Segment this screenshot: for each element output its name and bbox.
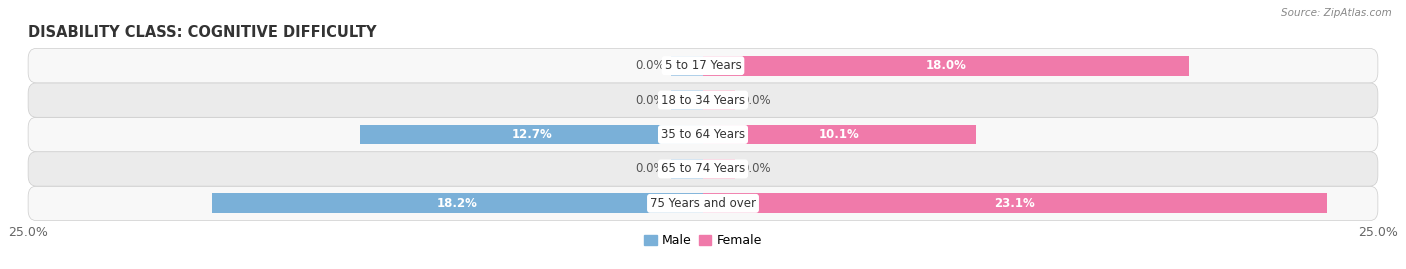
- Text: 18.2%: 18.2%: [437, 197, 478, 210]
- Text: 65 to 74 Years: 65 to 74 Years: [661, 162, 745, 175]
- Text: 0.0%: 0.0%: [636, 59, 665, 72]
- Text: 5 to 17 Years: 5 to 17 Years: [665, 59, 741, 72]
- Text: 75 Years and over: 75 Years and over: [650, 197, 756, 210]
- Bar: [703, 193, 1327, 213]
- Text: 18.0%: 18.0%: [925, 59, 966, 72]
- Text: 0.0%: 0.0%: [741, 162, 770, 175]
- Bar: [703, 90, 735, 110]
- Bar: [360, 125, 703, 144]
- FancyBboxPatch shape: [28, 117, 1378, 152]
- Bar: [703, 159, 735, 179]
- Legend: Male, Female: Male, Female: [640, 229, 766, 252]
- Text: 23.1%: 23.1%: [994, 197, 1035, 210]
- FancyBboxPatch shape: [28, 186, 1378, 221]
- Text: 12.7%: 12.7%: [512, 128, 553, 141]
- Text: 18 to 34 Years: 18 to 34 Years: [661, 94, 745, 107]
- Text: 10.1%: 10.1%: [818, 128, 859, 141]
- Bar: [703, 125, 976, 144]
- FancyBboxPatch shape: [28, 152, 1378, 186]
- Text: 0.0%: 0.0%: [636, 162, 665, 175]
- Bar: [671, 56, 703, 76]
- Bar: [212, 193, 703, 213]
- Bar: [671, 159, 703, 179]
- FancyBboxPatch shape: [28, 83, 1378, 117]
- Text: 35 to 64 Years: 35 to 64 Years: [661, 128, 745, 141]
- Text: Source: ZipAtlas.com: Source: ZipAtlas.com: [1281, 8, 1392, 18]
- FancyBboxPatch shape: [28, 48, 1378, 83]
- Text: 0.0%: 0.0%: [636, 94, 665, 107]
- Text: DISABILITY CLASS: COGNITIVE DIFFICULTY: DISABILITY CLASS: COGNITIVE DIFFICULTY: [28, 25, 377, 40]
- Bar: [703, 56, 1189, 76]
- Bar: [671, 90, 703, 110]
- Text: 0.0%: 0.0%: [741, 94, 770, 107]
